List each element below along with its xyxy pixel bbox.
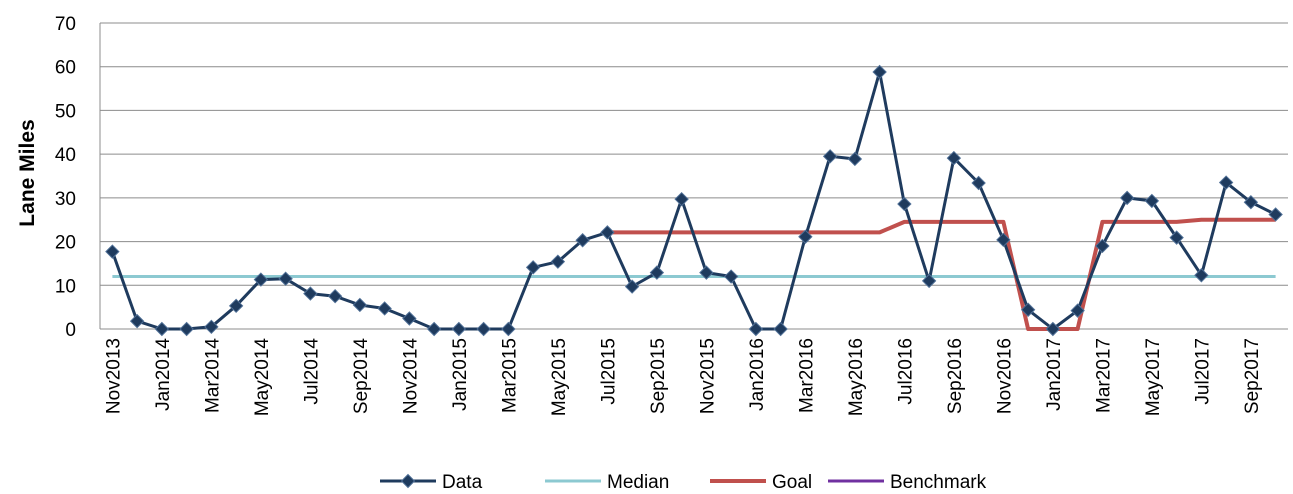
series-layer <box>105 64 1283 337</box>
data-point <box>1169 230 1184 245</box>
legend-label: Benchmark <box>890 472 987 493</box>
x-tick-label: Sep2015 <box>648 338 669 414</box>
legend-item-benchmark: Benchmark <box>828 472 987 493</box>
data-point <box>1243 195 1259 210</box>
data-point <box>1119 190 1135 206</box>
x-tick-label: Jan2016 <box>747 338 768 411</box>
data-point <box>624 279 640 294</box>
data-point <box>1218 175 1234 190</box>
data-point <box>228 298 244 314</box>
data-point <box>798 229 813 244</box>
x-tick-label: Sep2017 <box>1242 338 1263 414</box>
data-point <box>204 319 219 335</box>
data-point <box>847 151 863 167</box>
legend-label: Goal <box>772 472 812 493</box>
legend: Data Median Goal Benchmark <box>380 472 987 493</box>
y-tick-label: 10 <box>55 276 76 297</box>
data-point <box>501 321 516 337</box>
data-point <box>303 286 318 301</box>
x-tick-label: Jan2015 <box>450 338 471 411</box>
data-point <box>822 149 838 164</box>
y-tick-label: 50 <box>55 101 76 122</box>
data-point <box>352 297 368 313</box>
data-point <box>748 321 764 337</box>
data-point <box>327 289 343 304</box>
x-tick-label: May2016 <box>846 338 867 416</box>
data-point <box>154 321 170 337</box>
data-point <box>377 301 392 316</box>
x-tick-label: Jul2016 <box>895 338 916 405</box>
data-point <box>971 175 986 191</box>
x-tick-label: May2014 <box>252 338 273 417</box>
x-tick-label: Sep2014 <box>351 338 372 415</box>
x-tick-label: Sep2016 <box>945 338 966 414</box>
data-point <box>600 225 615 240</box>
legend-label: Median <box>607 472 669 493</box>
x-tick-label: Jul2014 <box>301 338 322 405</box>
data-point <box>897 196 912 212</box>
legend-item-goal: Goal <box>710 472 812 493</box>
x-tick-label: Mar2017 <box>1093 338 1114 413</box>
data-point <box>723 269 739 284</box>
data-point <box>575 233 590 248</box>
x-tick-label: Jul2015 <box>598 338 619 405</box>
x-tick-label: Jul2017 <box>1192 338 1213 405</box>
data-point <box>699 265 714 280</box>
data-point <box>996 232 1011 248</box>
data-point <box>426 321 442 337</box>
x-tick-label: Mar2015 <box>499 338 520 413</box>
y-tick-label: 70 <box>55 14 76 35</box>
data-point <box>921 273 937 289</box>
y-tick-label: 40 <box>55 145 76 166</box>
x-tick-label: Jan2017 <box>1044 338 1065 411</box>
data-point <box>525 260 541 275</box>
data-point <box>253 272 269 287</box>
legend-marker <box>400 473 416 489</box>
x-tick-label: Nov2015 <box>697 338 718 414</box>
gridlines <box>99 22 1288 330</box>
data-point <box>1070 303 1085 318</box>
legend-label: Data <box>442 472 483 493</box>
data-point <box>278 271 293 286</box>
y-tick-label: 0 <box>65 320 76 341</box>
legend-item-median: Median <box>545 472 669 493</box>
data-point <box>1268 207 1283 222</box>
y-tick-label: 20 <box>55 233 76 254</box>
y-axis-ticks: 0 10 20 30 40 50 60 70 <box>55 14 76 341</box>
y-tick-label: 60 <box>55 58 76 79</box>
legend-item-data: Data <box>380 472 483 493</box>
x-tick-label: Jan2014 <box>153 338 174 411</box>
data-point <box>1194 268 1209 283</box>
x-tick-label: Nov2013 <box>103 338 124 414</box>
data-point <box>649 265 665 280</box>
data-point <box>872 64 887 80</box>
x-tick-label: Nov2014 <box>400 338 421 414</box>
data-point <box>946 150 962 166</box>
x-tick-label: May2015 <box>549 338 570 416</box>
data-point <box>1144 193 1160 209</box>
x-tick-label: May2017 <box>1143 338 1164 416</box>
x-tick-label: Nov2016 <box>994 338 1015 414</box>
data-point <box>773 321 788 337</box>
data-point <box>674 191 689 207</box>
data-point <box>451 321 467 337</box>
x-axis-ticks: Nov2013 Jan2014 Mar2014 May2014 Jul2014 Sep20… <box>103 338 1263 417</box>
data-point <box>1020 302 1036 317</box>
data-point <box>1095 238 1110 254</box>
y-axis-label: Lane Miles <box>16 119 39 226</box>
x-tick-label: Mar2016 <box>796 338 817 413</box>
y-tick-label: 30 <box>55 189 76 210</box>
data-point <box>476 321 491 337</box>
x-tick-label: Mar2014 <box>202 338 223 413</box>
data-point <box>179 321 194 337</box>
data-point <box>129 313 145 329</box>
data-point <box>402 311 417 326</box>
data-point <box>550 254 566 269</box>
data-point <box>105 244 120 259</box>
data-point <box>1045 321 1061 337</box>
